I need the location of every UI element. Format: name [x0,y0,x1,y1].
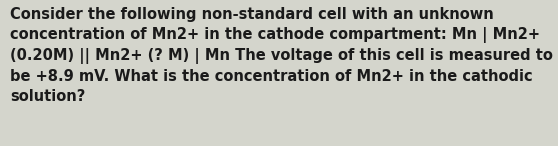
Text: Consider the following non-standard cell with an unknown
concentration of Mn2+ i: Consider the following non-standard cell… [10,7,553,104]
